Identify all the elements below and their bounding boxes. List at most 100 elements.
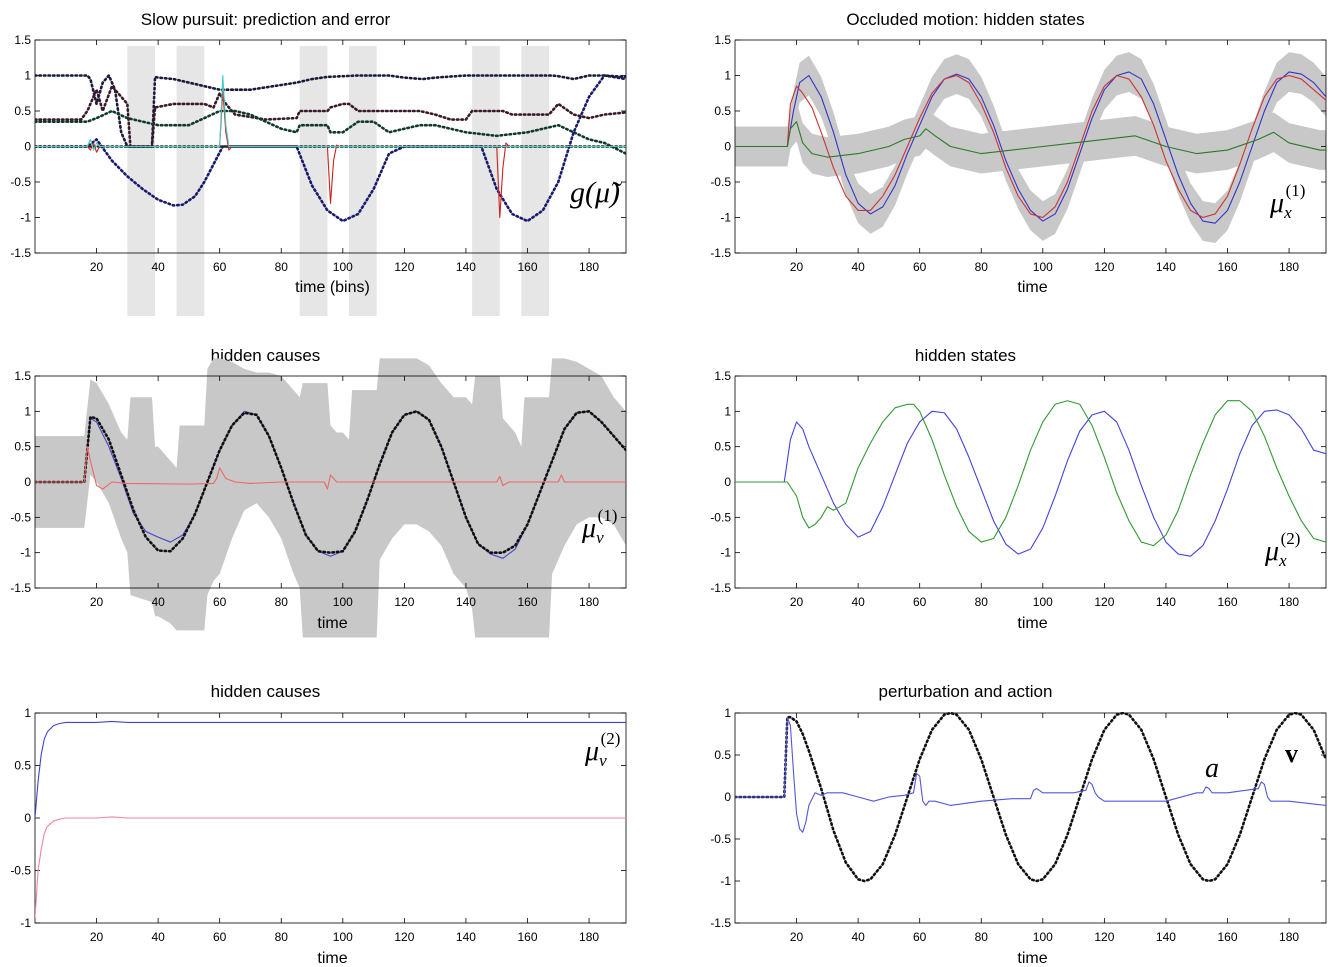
x-tick-label: 120 <box>394 595 414 609</box>
y-tick-label: -1.5 <box>10 581 31 595</box>
x-tick-label: 40 <box>151 595 165 609</box>
x-tick-label: 180 <box>1279 930 1299 944</box>
x-tick-label: 120 <box>394 260 414 274</box>
x-axis-label: time <box>317 950 347 967</box>
series-line-2 <box>35 816 626 918</box>
y-tick-label: 0.5 <box>714 748 731 762</box>
series-line-3 <box>735 121 1326 158</box>
x-tick-label: 100 <box>333 260 353 274</box>
y-tick-label: 0.5 <box>714 440 731 454</box>
y-tick-label: -1 <box>20 916 31 930</box>
x-tick-label: 40 <box>851 930 865 944</box>
occluder-band-5 <box>472 46 500 316</box>
x-tick-label: 160 <box>1217 260 1237 274</box>
series-line-2 <box>735 400 1326 547</box>
y-tick-label: 0.5 <box>14 104 31 118</box>
math-annotation: μx(2) <box>1264 529 1300 570</box>
series-line-1 <box>735 71 1326 224</box>
x-tick-label: 120 <box>1094 930 1114 944</box>
x-tick-label: 20 <box>90 930 104 944</box>
x-tick-label: 140 <box>1156 260 1176 274</box>
x-tick-label: 80 <box>275 595 289 609</box>
axes-frame <box>734 712 1327 924</box>
series-line-1 <box>35 720 626 819</box>
confidence-band-2 <box>735 101 1326 178</box>
y-tick-label: -0.5 <box>10 175 31 189</box>
y-tick-label: -0.5 <box>710 510 731 524</box>
x-tick-label: 100 <box>333 930 353 944</box>
x-tick-label: 80 <box>975 930 989 944</box>
x-axis-label: time <box>1017 615 1047 632</box>
axes-frame <box>734 375 1327 589</box>
y-tick-label: -1 <box>20 211 31 225</box>
x-tick-label: 140 <box>456 595 476 609</box>
y-tick-label: 1 <box>24 404 31 418</box>
y-tick-label: 1 <box>24 69 31 83</box>
occluder-band-4 <box>348 46 377 316</box>
y-tick-label: 1.5 <box>714 33 731 47</box>
x-tick-label: 60 <box>913 595 927 609</box>
x-tick-label: 100 <box>1033 595 1053 609</box>
x-tick-label: 140 <box>1156 595 1176 609</box>
x-tick-label: 40 <box>851 595 865 609</box>
x-tick-label: 180 <box>579 595 599 609</box>
chart-panel-1: Slow pursuit: prediction and error 1.5 1 0.… <box>10 10 627 316</box>
chart-title: perturbation and action <box>879 682 1053 701</box>
series-line-7 <box>35 74 626 151</box>
x-tick-label: 140 <box>1156 930 1176 944</box>
x-axis-label: time <box>1017 950 1047 967</box>
y-tick-label: 0.5 <box>14 759 31 773</box>
y-tick-label: 0 <box>24 140 31 154</box>
series-line-4 <box>35 109 626 155</box>
series-line-2 <box>35 410 626 554</box>
y-tick-label: 0 <box>724 140 731 154</box>
occluder-band-6 <box>521 46 550 316</box>
series-line-1 <box>35 74 626 223</box>
chart-panel-3: hidden causes 1.5 1 0.5 0 -0.5 -1 -1.5 20 40 60 80 1… <box>10 346 627 638</box>
x-tick-label: 60 <box>913 930 927 944</box>
x-tick-label: 60 <box>913 260 927 274</box>
y-tick-label: 1 <box>724 706 731 720</box>
chart-panel-6: perturbation and action 1 0.5 0 -0.5 -1 -1.5 20… <box>710 682 1327 967</box>
x-tick-label: 160 <box>517 595 537 609</box>
x-axis-label: time <box>317 615 347 632</box>
perturbation-label: v <box>1285 739 1298 768</box>
x-tick-label: 40 <box>851 260 865 274</box>
y-tick-label: 0 <box>724 475 731 489</box>
y-tick-label: -0.5 <box>10 864 31 878</box>
x-tick-label: 120 <box>1094 260 1114 274</box>
y-tick-label: -1.5 <box>710 246 731 260</box>
chart-title: Slow pursuit: prediction and error <box>141 10 391 29</box>
series-line-1 <box>735 712 1326 883</box>
chart-title: Occluded motion: hidden states <box>846 10 1084 29</box>
x-tick-label: 40 <box>151 260 165 274</box>
chart-panel-4: hidden states 1.5 1 0.5 0 -0.5 -1 -1.5 20 40 60 80 1… <box>710 346 1327 632</box>
x-tick-label: 100 <box>333 595 353 609</box>
y-tick-label: -1.5 <box>710 581 731 595</box>
x-tick-label: 100 <box>1033 930 1053 944</box>
x-tick-label: 40 <box>151 930 165 944</box>
x-tick-label: 180 <box>579 260 599 274</box>
x-tick-label: 60 <box>213 260 227 274</box>
y-tick-label: 1.5 <box>14 369 31 383</box>
math-annotation: μx(1) <box>1269 181 1305 222</box>
chart-title: hidden states <box>915 346 1016 365</box>
x-tick-label: 20 <box>790 595 804 609</box>
x-tick-label: 140 <box>456 260 476 274</box>
y-tick-label: 0 <box>724 790 731 804</box>
x-tick-label: 100 <box>1033 260 1053 274</box>
y-tick-label: 0 <box>24 811 31 825</box>
x-tick-label: 60 <box>213 595 227 609</box>
x-tick-label: 120 <box>394 930 414 944</box>
x-tick-label: 80 <box>975 595 989 609</box>
y-tick-label: 1.5 <box>14 33 31 47</box>
series-line-1 <box>735 409 1326 557</box>
occluder-band-3 <box>299 46 328 316</box>
y-tick-label: 1 <box>24 706 31 720</box>
occluder-band-2 <box>176 46 205 316</box>
x-tick-label: 140 <box>456 930 476 944</box>
series-line-2 <box>735 716 1326 833</box>
x-tick-label: 20 <box>790 930 804 944</box>
y-tick-label: 0.5 <box>14 440 31 454</box>
